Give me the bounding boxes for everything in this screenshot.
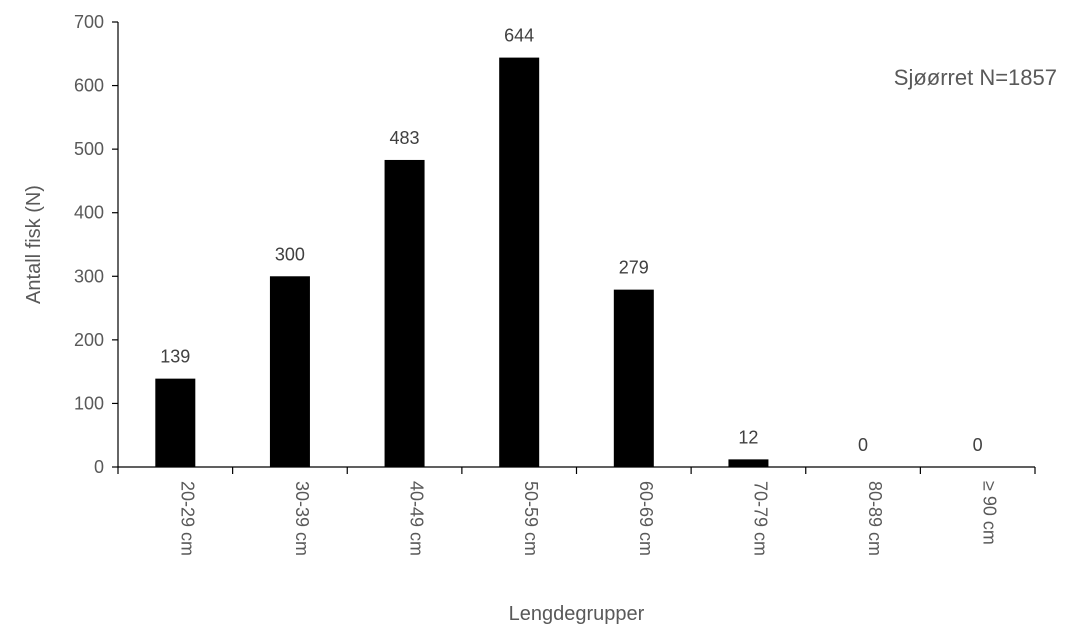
data-label-6: 0 (858, 435, 868, 455)
data-label-5: 12 (738, 427, 758, 447)
x-tick-label: 60-69 cm (636, 481, 656, 556)
x-tick-label: 70-79 cm (750, 481, 770, 556)
y-tick-label: 300 (74, 266, 104, 286)
y-axis-label: Antall fisk (N) (23, 185, 45, 304)
data-label-1: 300 (275, 244, 305, 264)
y-tick-label: 500 (74, 139, 104, 159)
bar-2 (384, 159, 425, 467)
data-label-4: 279 (619, 258, 649, 278)
data-label-2: 483 (390, 128, 420, 148)
y-tick-label: 600 (74, 76, 104, 96)
x-tick-label: 80-89 cm (865, 481, 885, 556)
y-tick-label: 700 (74, 12, 104, 32)
x-axis-label: Lengdegrupper (509, 603, 645, 625)
bars (155, 57, 769, 467)
y-tick-label: 100 (74, 393, 104, 413)
y-tick-label: 400 (74, 203, 104, 223)
chart-annotation: Sjøørret N=1857 (894, 65, 1057, 90)
x-tick-label: 30-39 cm (292, 481, 312, 556)
x-tick-label: 50-59 cm (521, 481, 541, 556)
bar-1 (269, 276, 310, 467)
x-axis-ticks: 20-29 cm 30-39 cm 40-49 cm 50-59 cm 60-69 cm… (117, 467, 1036, 556)
bar-0 (155, 378, 196, 467)
bar-4 (613, 289, 654, 467)
y-tick-label: 200 (74, 330, 104, 350)
data-label-3: 644 (504, 26, 534, 46)
data-label-0: 139 (160, 347, 190, 367)
bar-5 (728, 459, 769, 467)
bar-3 (499, 57, 540, 467)
x-tick-label: 40-49 cm (407, 481, 427, 556)
data-labels: 139 300 483 644 279 12 0 0 (160, 26, 982, 455)
y-tick-label: 0 (94, 457, 104, 477)
x-tick-label: 20-29 cm (177, 481, 197, 556)
data-label-7: 0 (973, 435, 983, 455)
y-axis-ticks: 0 100 200 300 400 500 600 700 (74, 12, 118, 477)
x-tick-label: ≥ 90 cm (980, 481, 1000, 545)
